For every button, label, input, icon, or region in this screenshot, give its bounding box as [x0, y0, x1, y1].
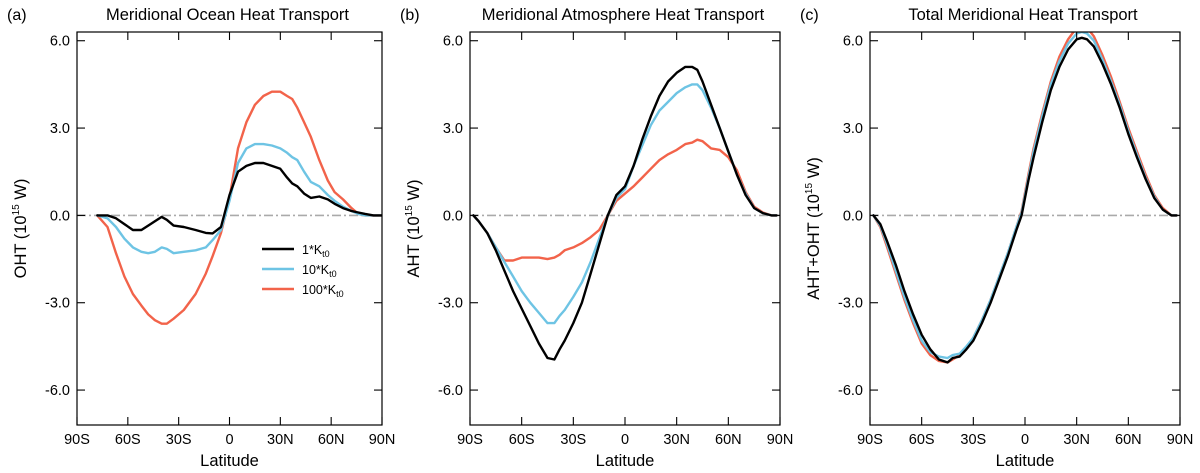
panel-a-xtick-label: 90S: [64, 432, 90, 448]
panel-b-ylabel-suffix: W): [405, 180, 423, 206]
panel-c-xtick-label: 60N: [1115, 432, 1142, 448]
panel-b-xlabel: Latitude: [596, 452, 655, 470]
legend-label-100kt0: 100*Kt0: [302, 283, 344, 299]
panel-c-title: Total Meridional Heat Transport: [908, 6, 1138, 24]
panel-b-ylabel: AHT (1015 W): [404, 180, 423, 278]
panel-b-ytick-label: 0.0: [443, 208, 463, 224]
panel-c-ylabel-exponent: 15: [804, 183, 815, 195]
panel-b-xtick-label: 90N: [767, 432, 794, 448]
panel-b-ytick-label: 3.0: [443, 121, 463, 137]
panel-a-xtick-label: 30N: [267, 432, 294, 448]
panel-a-series-1kt0: [96, 161, 382, 235]
panel-a-title: Meridional Ocean Heat Transport: [106, 6, 349, 24]
panel-b-ylabel-exponent: 15: [404, 205, 415, 217]
legend-label-main-1kt0: 1*K: [302, 243, 323, 257]
panel-b-label: (b): [400, 7, 420, 24]
panel-c-series-1kt0: [872, 36, 1178, 364]
panel-a-label: (a): [7, 7, 27, 24]
panel-c-xlabel: Latitude: [996, 452, 1055, 470]
panel-c-ytick-label: -6.0: [838, 383, 863, 399]
panel-a-ylabel-prefix: OHT (10: [12, 215, 30, 278]
panel-b-xtick-label: 90S: [457, 432, 483, 448]
panel-a-xlabel: Latitude: [200, 452, 259, 470]
panel-c-xtick-label: 30N: [1063, 432, 1090, 448]
legend-label-main-100kt0: 100*K: [302, 283, 337, 297]
panel-c-ytick-label: 3.0: [843, 121, 863, 137]
panel-a-ylabel-exponent: 15: [11, 204, 22, 216]
panel-b-xtick-label: 30N: [663, 432, 690, 448]
panel-a-xtick-label: 90N: [369, 432, 396, 448]
panel-b-title: Meridional Atmosphere Heat Transport: [482, 6, 765, 24]
panel-a: 90S 60S 30S 0 30N 60N 90N -6.0 -3.0 0.0 3.0 6.0 (a) M…: [7, 6, 395, 470]
panel-c-xtick-label: 30S: [960, 432, 986, 448]
panel-b: 90S 60S 30S 0 30N 60N 90N -6.0 -3.0 0.0 3.0 6.0 (b) M…: [400, 6, 793, 470]
legend: 1*Kt0 10*Kt0 100*Kt0: [262, 243, 344, 299]
panel-c-xtick-label: 60S: [909, 432, 935, 448]
legend-label-sub-100kt0: t0: [336, 289, 344, 299]
panel-b-frame: [469, 31, 781, 426]
panel-a-series-group: [96, 90, 382, 325]
panel-c-ytick-label: 0.0: [843, 208, 863, 224]
panel-c: 90S 60S 30S 0 30N 60N 90N -6.0 -3.0 0.0 3.0 6.0 (c) T…: [800, 6, 1193, 470]
legend-entry-100kt0: 100*Kt0: [262, 283, 344, 299]
panel-b-series-group: [472, 65, 778, 361]
panel-a-xtick-label: 30S: [166, 432, 192, 448]
panel-c-ytick-label: -3.0: [838, 296, 863, 312]
panel-c-xtick-label: 90N: [1167, 432, 1194, 448]
panel-b-xtick-label: 0: [621, 432, 629, 448]
panel-c-xtick-label: 0: [1021, 432, 1029, 448]
panel-b-ylabel-prefix: AHT (10: [405, 216, 423, 277]
panel-c-ytick-label: 6.0: [843, 34, 863, 50]
legend-label-1kt0: 1*Kt0: [302, 243, 330, 259]
panel-a-ylabel-suffix: W): [12, 179, 30, 205]
panel-b-ytick-label: -6.0: [438, 383, 463, 399]
panel-b-ytick-label: -3.0: [438, 296, 463, 312]
panel-c-ylabel: AHT+OHT (1015 W): [804, 157, 823, 299]
panel-c-ylabel-suffix: W): [805, 157, 823, 183]
panel-a-xtick-label: 60N: [318, 432, 345, 448]
panel-b-series-10kt0: [472, 83, 778, 325]
panel-a-ytick-label: -6.0: [45, 383, 70, 399]
panel-a-ytick-label: -3.0: [45, 296, 70, 312]
panel-a-ytick-label: 6.0: [50, 34, 70, 50]
panel-c-ylabel-prefix: AHT+OHT (10: [805, 194, 823, 300]
panel-b-xtick-label: 30S: [560, 432, 586, 448]
panel-a-series-100kt0: [96, 90, 382, 325]
panel-c-label: (c): [800, 7, 819, 24]
panel-a-series-10kt0: [96, 142, 382, 255]
legend-label-sub-10kt0: t0: [329, 269, 337, 279]
panel-b-series-1kt0: [472, 65, 778, 361]
panel-a-xtick-label: 0: [225, 432, 233, 448]
legend-label-10kt0: 10*Kt0: [302, 263, 337, 279]
panel-b-xtick-label: 60S: [509, 432, 535, 448]
panel-c-series-group: [872, 32, 1178, 364]
panels-layer: 90S 60S 30S 0 30N 60N 90N -6.0 -3.0 0.0 3.0 6.0 (a) M…: [7, 6, 1193, 470]
panel-b-xtick-label: 60N: [715, 432, 742, 448]
panel-b-series-100kt0: [472, 138, 778, 262]
panel-a-ytick-label: 0.0: [50, 208, 70, 224]
panel-c-xtick-label: 90S: [857, 432, 883, 448]
panel-a-frame: [76, 31, 383, 426]
legend-label-main-10kt0: 10*K: [302, 263, 330, 277]
legend-label-sub-1kt0: t0: [322, 249, 330, 259]
legend-entry-10kt0: 10*Kt0: [262, 263, 337, 279]
panel-b-ytick-label: 6.0: [443, 34, 463, 50]
legend-entry-1kt0: 1*Kt0: [262, 243, 330, 259]
panel-a-ylabel: OHT (1015 W): [11, 179, 30, 279]
panel-a-ytick-label: 3.0: [50, 121, 70, 137]
panel-a-xtick-label: 60S: [115, 432, 141, 448]
panel-c-frame: [869, 31, 1181, 426]
